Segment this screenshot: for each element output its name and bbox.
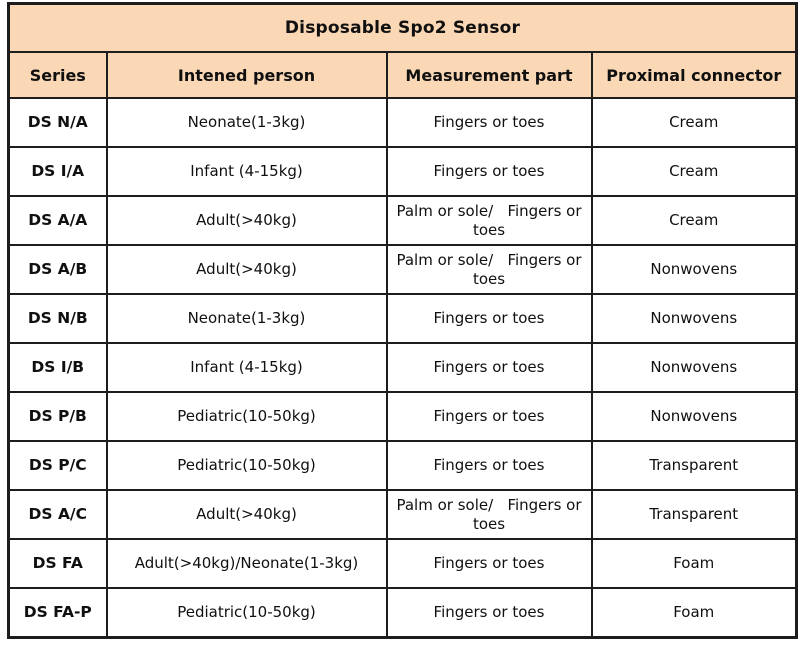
cell-intended-person: Infant (4-15kg): [105, 146, 388, 197]
cell-proximal-connector: Cream: [590, 146, 798, 197]
cell-intended-person: Pediatric(10-50kg): [105, 587, 388, 639]
cell-measurement-part: Fingers or toes: [385, 538, 593, 589]
table-row: DS A/B Adult(>40kg) Palm or sole/ Finger…: [7, 244, 798, 295]
table-title-row: Disposable Spo2 Sensor: [7, 2, 798, 53]
cell-proximal-connector: Nonwovens: [590, 342, 798, 393]
cell-intended-person: Infant (4-15kg): [105, 342, 388, 393]
cell-intended-person: Neonate(1-3kg): [105, 97, 388, 148]
cell-series: DS A/C: [7, 489, 108, 540]
cell-proximal-connector: Nonwovens: [590, 244, 798, 295]
table-header-row: Series Intened person Measurement part P…: [7, 51, 798, 99]
cell-proximal-connector: Cream: [590, 195, 798, 246]
cell-series: DS P/C: [7, 440, 108, 491]
table-row: DS FA Adult(>40kg)/Neonate(1-3kg) Finger…: [7, 538, 798, 589]
cell-measurement-part: Fingers or toes: [385, 293, 593, 344]
cell-intended-person: Adult(>40kg): [105, 489, 388, 540]
cell-series: DS FA: [7, 538, 108, 589]
column-header-intended-person: Intened person: [105, 51, 388, 99]
column-header-series: Series: [7, 51, 108, 99]
table-row: DS FA-P Pediatric(10-50kg) Fingers or to…: [7, 587, 798, 639]
cell-measurement-part: Fingers or toes: [385, 440, 593, 491]
cell-measurement-part: Palm or sole/ Fingers or toes: [385, 195, 593, 246]
table-row: DS N/A Neonate(1-3kg) Fingers or toes Cr…: [7, 97, 798, 148]
cell-proximal-connector: Foam: [590, 587, 798, 639]
cell-series: DS N/A: [7, 97, 108, 148]
cell-proximal-connector: Nonwovens: [590, 293, 798, 344]
cell-measurement-part: Fingers or toes: [385, 391, 593, 442]
cell-measurement-part: Fingers or toes: [385, 146, 593, 197]
table-row: DS I/B Infant (4-15kg) Fingers or toes N…: [7, 342, 798, 393]
cell-intended-person: Pediatric(10-50kg): [105, 440, 388, 491]
cell-intended-person: Adult(>40kg): [105, 195, 388, 246]
table-row: DS I/A Infant (4-15kg) Fingers or toes C…: [7, 146, 798, 197]
table-title: Disposable Spo2 Sensor: [7, 2, 798, 53]
cell-series: DS I/B: [7, 342, 108, 393]
cell-series: DS A/B: [7, 244, 108, 295]
table-row: DS P/B Pediatric(10-50kg) Fingers or toe…: [7, 391, 798, 442]
cell-proximal-connector: Transparent: [590, 489, 798, 540]
table-row: DS N/B Neonate(1-3kg) Fingers or toes No…: [7, 293, 798, 344]
table-row: DS A/A Adult(>40kg) Palm or sole/ Finger…: [7, 195, 798, 246]
cell-measurement-part: Fingers or toes: [385, 97, 593, 148]
cell-measurement-part: Palm or sole/ Fingers or toes: [385, 489, 593, 540]
table-row: DS P/C Pediatric(10-50kg) Fingers or toe…: [7, 440, 798, 491]
cell-proximal-connector: Nonwovens: [590, 391, 798, 442]
cell-series: DS FA-P: [7, 587, 108, 639]
cell-measurement-part: Fingers or toes: [385, 587, 593, 639]
cell-proximal-connector: Cream: [590, 97, 798, 148]
cell-proximal-connector: Foam: [590, 538, 798, 589]
cell-measurement-part: Palm or sole/ Fingers or toes: [385, 244, 593, 295]
table-row: DS A/C Adult(>40kg) Palm or sole/ Finger…: [7, 489, 798, 540]
cell-proximal-connector: Transparent: [590, 440, 798, 491]
cell-intended-person: Pediatric(10-50kg): [105, 391, 388, 442]
cell-series: DS I/A: [7, 146, 108, 197]
spo2-sensor-table: Disposable Spo2 Sensor Series Intened pe…: [7, 2, 798, 639]
cell-series: DS P/B: [7, 391, 108, 442]
cell-measurement-part: Fingers or toes: [385, 342, 593, 393]
column-header-proximal-connector: Proximal connector: [590, 51, 798, 99]
cell-intended-person: Adult(>40kg)/Neonate(1-3kg): [105, 538, 388, 589]
cell-intended-person: Adult(>40kg): [105, 244, 388, 295]
column-header-measurement-part: Measurement part: [385, 51, 593, 99]
cell-series: DS N/B: [7, 293, 108, 344]
cell-series: DS A/A: [7, 195, 108, 246]
cell-intended-person: Neonate(1-3kg): [105, 293, 388, 344]
